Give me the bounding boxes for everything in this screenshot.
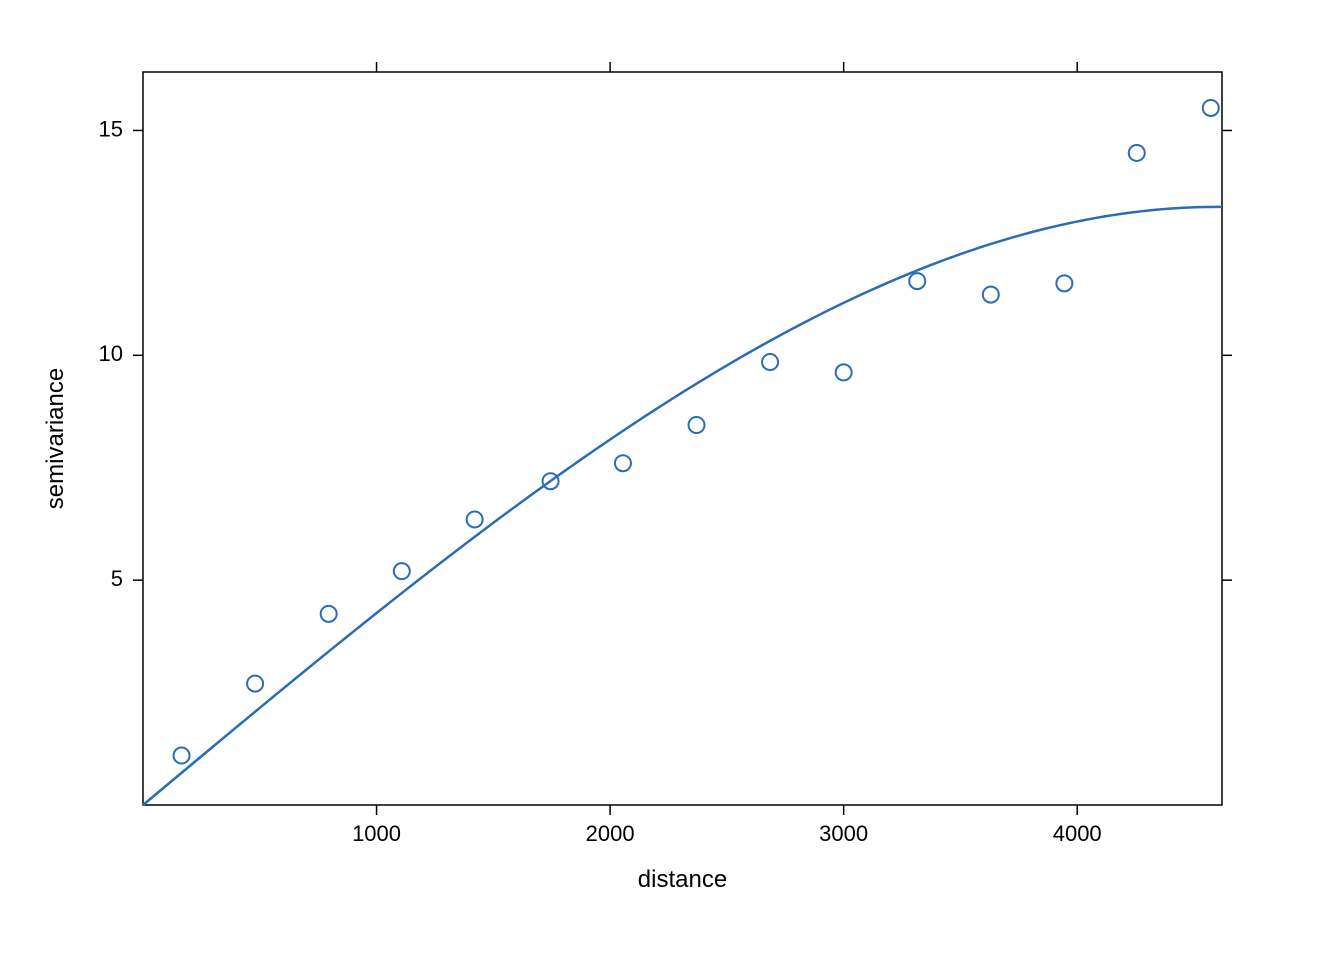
svg-text:5: 5 — [111, 566, 123, 591]
data-point — [909, 273, 925, 289]
y-axis-label: semivariance — [42, 368, 69, 509]
data-point — [467, 511, 483, 527]
plot-border — [143, 72, 1222, 805]
svg-text:4000: 4000 — [1053, 821, 1102, 846]
svg-text:10: 10 — [99, 341, 123, 366]
data-points — [174, 100, 1219, 764]
data-point — [174, 748, 190, 764]
data-point — [762, 354, 778, 370]
data-point — [1056, 275, 1072, 291]
x-axis-label: distance — [638, 866, 727, 893]
svg-text:1000: 1000 — [352, 821, 401, 846]
axis-ticks — [133, 62, 1232, 815]
tick-labels: 1000 2000 3000 4000 5 10 15 — [99, 116, 1102, 846]
svg-text:2000: 2000 — [586, 821, 635, 846]
svg-text:15: 15 — [99, 116, 123, 141]
data-point — [321, 606, 337, 622]
svg-text:3000: 3000 — [819, 821, 868, 846]
semivariogram-chart: 1000 2000 3000 4000 5 10 15 distance semivaria… — [0, 0, 1344, 960]
data-point — [615, 455, 631, 471]
data-point — [983, 287, 999, 303]
data-point — [836, 364, 852, 380]
data-point — [689, 417, 705, 433]
variogram-fit-line — [143, 207, 1222, 805]
data-point — [1129, 145, 1145, 161]
data-point — [394, 563, 410, 579]
data-point — [1203, 100, 1219, 116]
data-point — [247, 676, 263, 692]
